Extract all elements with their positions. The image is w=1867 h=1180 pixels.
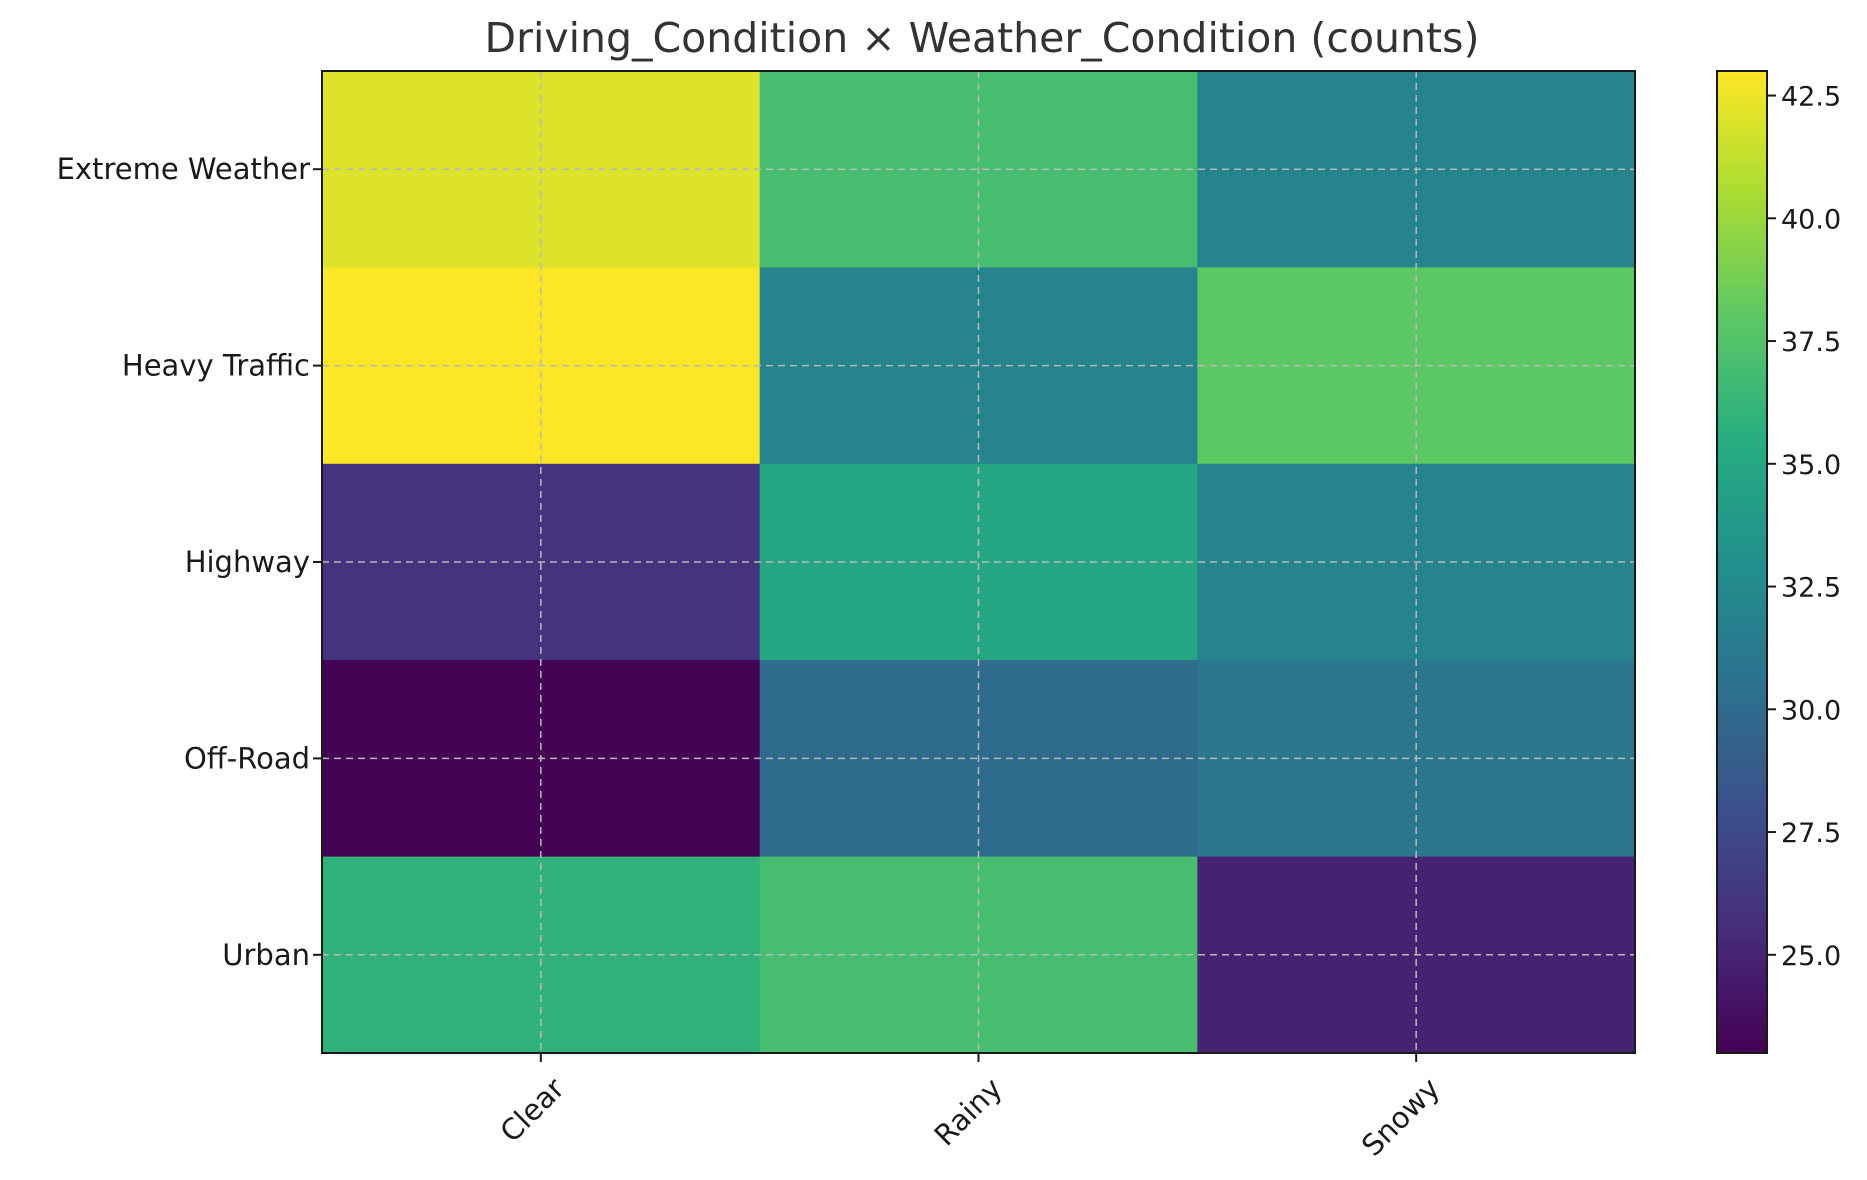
colorbar-tick-label: 42.5 (1781, 82, 1841, 113)
x-tick-label: Snowy (1355, 1071, 1447, 1163)
colorbar-tick-label: 30.0 (1781, 695, 1841, 726)
colorbar-tick-label: 25.0 (1781, 941, 1841, 972)
x-axis: Clear Rainy Snowy (493, 1053, 1446, 1163)
y-tick-label: Extreme Weather (57, 152, 310, 186)
heatmap-grid (322, 71, 1635, 1053)
colorbar-tick-label: 37.5 (1781, 327, 1841, 358)
colorbar: 25.0 27.5 30.0 32.5 35.0 37.5 40.0 42.5 (1716, 70, 1841, 1054)
colorbar-tick-label: 35.0 (1781, 450, 1841, 481)
chart-title: Driving_Condition × Weather_Condition (c… (485, 14, 1480, 62)
colorbar-tick-label: 32.5 (1781, 573, 1841, 604)
y-tick-label: Highway (185, 545, 310, 579)
y-tick-label: Off-Road (184, 741, 310, 775)
y-axis: Extreme Weather Heavy Traffic Highway Off-R… (57, 152, 322, 972)
x-tick-label: Clear (493, 1071, 571, 1149)
colorbar-gradient (1716, 70, 1768, 1054)
colorbar-tick-label: 27.5 (1781, 818, 1841, 849)
colorbar-tick-label: 40.0 (1781, 204, 1841, 235)
y-tick-label: Heavy Traffic (122, 349, 310, 383)
y-tick-label: Urban (222, 938, 310, 972)
x-tick-label: Rainy (927, 1071, 1008, 1152)
